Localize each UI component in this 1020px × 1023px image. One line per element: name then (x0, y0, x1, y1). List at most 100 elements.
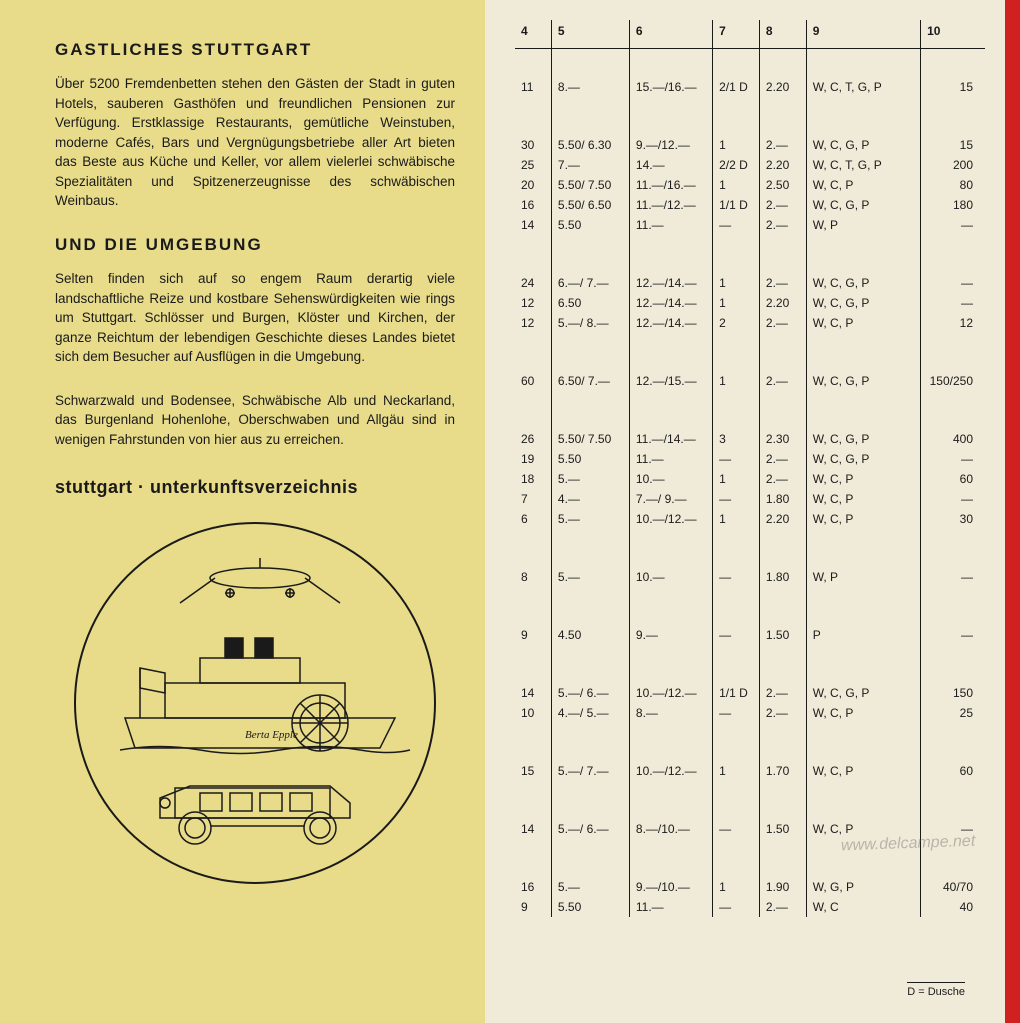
table-cell: 7 (515, 489, 551, 509)
table-cell: 3 (713, 429, 760, 449)
table-cell: 1.50 (759, 819, 806, 839)
table-cell: 180 (921, 195, 985, 215)
table-cell: 10 (515, 703, 551, 723)
table-cell: 2 (713, 313, 760, 333)
table-cell: W, C (806, 897, 920, 917)
table-cell: 2.— (759, 703, 806, 723)
table-cell: 11.—/14.— (629, 429, 712, 449)
table-cell: 5.—/ 6.— (551, 819, 629, 839)
table-cell: 2/1 D (713, 77, 760, 97)
table-cell: 15 (515, 761, 551, 781)
travel-illustration: Berta Epple (70, 518, 440, 888)
table-cell: 12 (515, 313, 551, 333)
table-row: 257.—14.—2/2 D2.20W, C, T, G, P200 (515, 155, 985, 175)
table-cell: 1 (713, 175, 760, 195)
table-cell: 2.— (759, 683, 806, 703)
table-cell: 4.— (551, 489, 629, 509)
table-cell: 2.— (759, 135, 806, 155)
table-cell: 1/1 D (713, 683, 760, 703)
table-row: 155.—/ 7.—10.—/12.—11.70W, C, P60 (515, 761, 985, 781)
table-cell: 7.—/ 9.— (629, 489, 712, 509)
subtitle-unterkunft: stuttgart · unterkunftsverzeichnis (55, 477, 455, 498)
table-cell: 10.— (629, 469, 712, 489)
table-cell: — (713, 703, 760, 723)
table-cell: 12.—/14.— (629, 293, 712, 313)
table-cell: 20 (515, 175, 551, 195)
table-cell: 24 (515, 273, 551, 293)
table-cell: — (713, 625, 760, 645)
table-cell: 8.—/10.— (629, 819, 712, 839)
table-cell: 1 (713, 371, 760, 391)
table-cell: 150/250 (921, 371, 985, 391)
table-cell: 5.50/ 6.50 (551, 195, 629, 215)
table-cell: 25 (921, 703, 985, 723)
table-spacer (515, 723, 985, 761)
table-cell: 1 (713, 877, 760, 897)
table-cell: 12.—/14.— (629, 273, 712, 293)
table-cell: W, C, G, P (806, 195, 920, 215)
table-cell: W, G, P (806, 877, 920, 897)
table-cell: 5.— (551, 877, 629, 897)
para-gastliches: Über 5200 Fremdenbetten stehen den Gäste… (55, 74, 455, 211)
table-cell: 10.—/12.— (629, 683, 712, 703)
table-cell: 1 (713, 293, 760, 313)
table-cell: 150 (921, 683, 985, 703)
table-cell: 2.— (759, 215, 806, 235)
table-cell: — (921, 215, 985, 235)
table-cell: 6 (515, 509, 551, 529)
table-cell: — (713, 215, 760, 235)
table-cell: 5.50 (551, 215, 629, 235)
table-cell: 26 (515, 429, 551, 449)
heading-gastliches: GASTLICHES STUTTGART (55, 40, 455, 60)
table-cell: 1 (713, 509, 760, 529)
table-cell: 30 (921, 509, 985, 529)
table-cell: W, C, G, P (806, 449, 920, 469)
table-cell: 5.—/ 6.— (551, 683, 629, 703)
table-cell: 18 (515, 469, 551, 489)
table-row: 94.509.——1.50P— (515, 625, 985, 645)
table-cell: W, C, G, P (806, 135, 920, 155)
col-header-7: 7 (713, 20, 760, 49)
table-cell: 11.— (629, 215, 712, 235)
table-cell: 5.— (551, 509, 629, 529)
table-cell: 5.50/ 7.50 (551, 429, 629, 449)
table-cell: 2.— (759, 313, 806, 333)
table-cell: 11.— (629, 449, 712, 469)
table-cell: 2.— (759, 897, 806, 917)
table-cell: 2.— (759, 195, 806, 215)
table-cell: W, P (806, 567, 920, 587)
table-cell: 2.20 (759, 293, 806, 313)
table-cell: 11.— (629, 897, 712, 917)
table-row: 85.—10.——1.80W, P— (515, 567, 985, 587)
table-cell: — (921, 567, 985, 587)
table-row: 65.—10.—/12.—12.20W, C, P30 (515, 509, 985, 529)
table-cell: 8 (515, 567, 551, 587)
table-cell: 2.20 (759, 155, 806, 175)
table-cell: 60 (921, 761, 985, 781)
table-spacer (515, 781, 985, 819)
table-cell: W, C, G, P (806, 429, 920, 449)
table-cell: 200 (921, 155, 985, 175)
table-row: 165.50/ 6.5011.—/12.—1/1 D2.—W, C, G, P1… (515, 195, 985, 215)
table-cell: — (921, 273, 985, 293)
table-cell: W, C, T, G, P (806, 77, 920, 97)
table-cell: 1 (713, 273, 760, 293)
table-cell: 30 (515, 135, 551, 155)
table-cell: 11.—/12.— (629, 195, 712, 215)
table-cell: 14 (515, 819, 551, 839)
table-cell: — (921, 449, 985, 469)
table-cell: 2/2 D (713, 155, 760, 175)
table-cell: 1 (713, 469, 760, 489)
table-cell: 16 (515, 195, 551, 215)
footer-legend: D = Dusche (907, 982, 965, 998)
table-cell: 1 (713, 135, 760, 155)
table-cell: 1 (713, 761, 760, 781)
table-cell: 16 (515, 877, 551, 897)
red-page-edge (1005, 0, 1020, 1023)
table-row: 165.—9.—/10.—11.90W, G, P40/70 (515, 877, 985, 897)
table-spacer (515, 645, 985, 683)
para-umgebung-1: Selten finden sich auf so engem Raum der… (55, 269, 455, 367)
table-cell: 6.50/ 7.— (551, 371, 629, 391)
table-cell: — (713, 897, 760, 917)
table-row: 185.—10.—12.—W, C, P60 (515, 469, 985, 489)
